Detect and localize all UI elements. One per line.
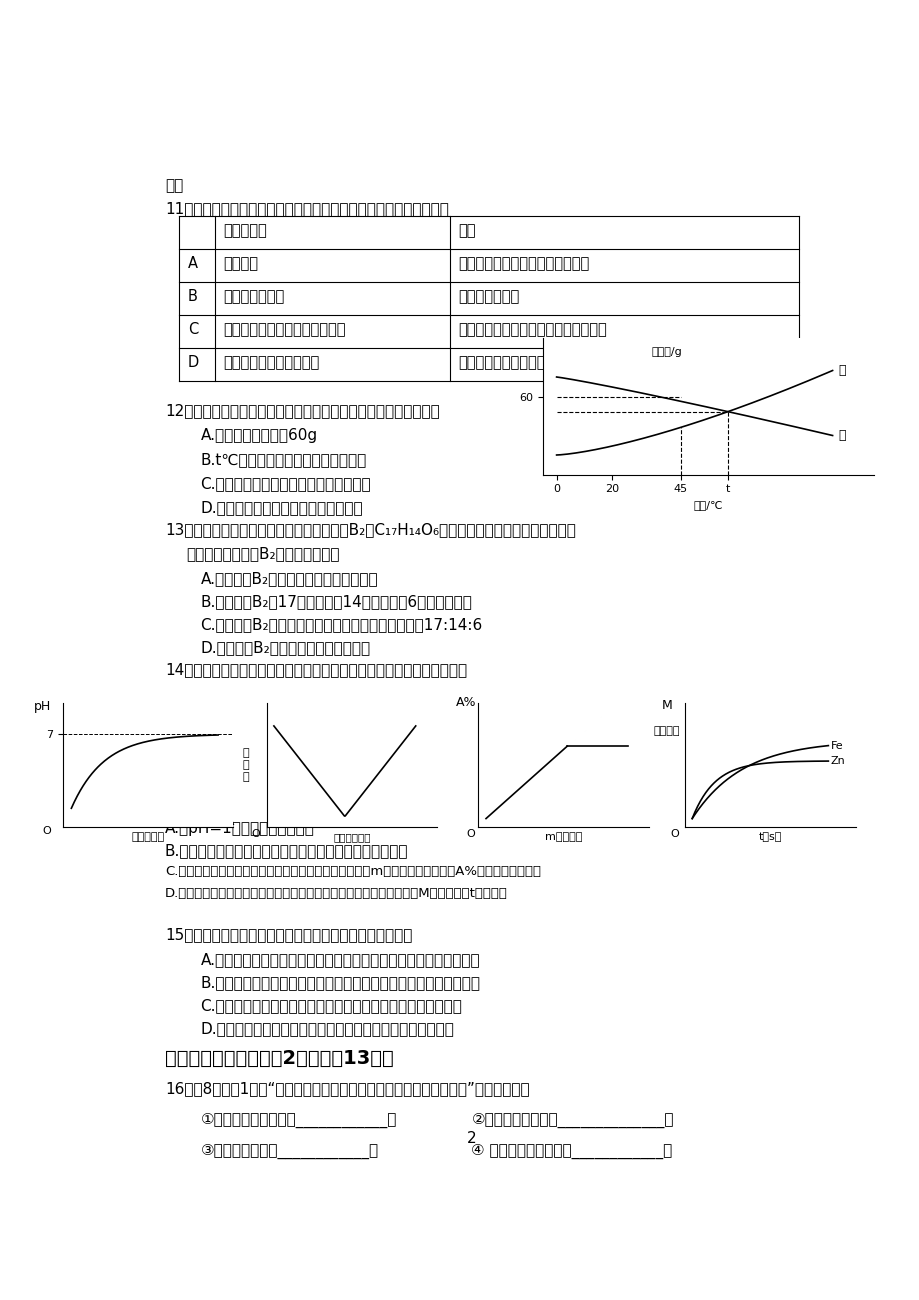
- X-axis label: m（质量）: m（质量）: [544, 832, 582, 842]
- Text: C.黄曲霉素B₂中碳元素、氢元素和氧元素的质量毒是17:14:6: C.黄曲霉素B₂中碳元素、氢元素和氧元素的质量毒是17:14:6: [200, 618, 482, 633]
- Text: 现象或事实: 现象或事实: [223, 224, 267, 238]
- Text: 甲: 甲: [837, 364, 845, 377]
- Text: D.足量的的锡、铁与等质量、等质量分数稀硫酸反应，产生氢气的质量M与反应时间t的关系图: D.足量的的锡、铁与等质量、等质量分数稀硫酸反应，产生氢气的质量M与反应时间t的…: [165, 887, 507, 900]
- Text: A.中和反应有盐和水生成，因此有盐和水生成的反应一定是中和反应: A.中和反应有盐和水生成，因此有盐和水生成的反应一定是中和反应: [200, 952, 480, 967]
- Text: C: C: [546, 812, 556, 828]
- Text: ③常用作磷肖的是____________；: ③常用作磷肖的是____________；: [200, 1144, 379, 1160]
- Text: B: B: [187, 289, 198, 304]
- Text: 2: 2: [466, 1131, 476, 1147]
- Text: （质量）: （质量）: [652, 727, 679, 736]
- Text: B.黄曲霉素B₂化17个碳原子、14个氢原子和6个氧原子构成: B.黄曲霉素B₂化17个碳原子、14个氢原子和6个氧原子构成: [200, 594, 472, 610]
- Text: 导
电
性: 导 电 性: [243, 749, 249, 781]
- Text: C.某温度下，向一定量的水中持续加入食盐并不断摔拌（m：加入食盐的质量，A%：溶质质量分数）: C.某温度下，向一定量的水中持续加入食盐并不断摔拌（m：加入食盐的质量，A%：溶…: [165, 864, 540, 878]
- Text: D.乙物质的溶解度随温度的升高而增大: D.乙物质的溶解度随温度的升高而增大: [200, 500, 363, 515]
- Text: ②常用的建筑材料是______________；: ②常用的建筑材料是______________；: [471, 1113, 674, 1128]
- Text: 14、下列四个图像分别表示对应的四种操作过程，其中表示正确的图像是: 14、下列四个图像分别表示对应的四种操作过程，其中表示正确的图像是: [165, 663, 467, 677]
- Text: O: O: [42, 827, 51, 836]
- Text: Zn: Zn: [830, 757, 845, 766]
- Text: 溶解度/g: 溶解度/g: [651, 347, 682, 358]
- Text: O: O: [251, 828, 260, 838]
- Text: 氧气可供人呼吸，一氧化碳有毒: 氧气可供人呼吸，一氧化碳有毒: [223, 322, 346, 337]
- Text: A.黄曲霉素B₂是由碳、氢、氧元素组成的: A.黄曲霉素B₂是由碳、氢、氧元素组成的: [200, 572, 378, 586]
- Text: 二、填空题（本题包括2小题，共13分）: 二、填空题（本题包括2小题，共13分）: [165, 1049, 393, 1067]
- Text: 下列关于黄曲霉素B₂的说法正确的是: 下列关于黄曲霉素B₂的说法正确的是: [186, 546, 339, 562]
- Text: 乙: 乙: [837, 429, 845, 442]
- Text: Fe: Fe: [830, 741, 843, 750]
- Text: M: M: [661, 699, 672, 712]
- Text: 构成物质的分子不同，物质的性质不同: 构成物质的分子不同，物质的性质不同: [459, 322, 607, 337]
- Text: 原子或分子大小随温度改变而改变: 原子或分子大小随温度改变而改变: [459, 256, 589, 272]
- X-axis label: t（s）: t（s）: [758, 832, 781, 842]
- Text: D: D: [187, 355, 199, 370]
- Text: 13、地沟油中含有一种强烈致癌物黄曲霉素B₂（C₁₇H₁₄O₆），长期食用会引起消化道癌变。: 13、地沟油中含有一种强烈致癌物黄曲霉素B₂（C₁₇H₁₄O₆），长期食用会引起…: [165, 523, 575, 537]
- Text: D.黄曲霉素B₂中氧元素的质量分数最大: D.黄曲霉素B₂中氧元素的质量分数最大: [200, 641, 370, 655]
- Text: D: D: [706, 812, 717, 828]
- Text: 在化学变化中分子可以再分: 在化学变化中分子可以再分: [459, 355, 563, 370]
- Text: B.t℃时，甲、乙两物质的溶解度相等: B.t℃时，甲、乙两物质的溶解度相等: [200, 452, 367, 467]
- Text: A: A: [187, 256, 198, 272]
- Text: 分子不断地运动: 分子不断地运动: [459, 289, 519, 304]
- Text: 解释: 解释: [459, 224, 476, 238]
- Text: D.氧化物中含有氧元素，而含氧元素的化合物不一定是氧化物: D.氧化物中含有氧元素，而含氧元素的化合物不一定是氧化物: [200, 1020, 454, 1036]
- Text: C.碱性溶液能使无色酚酮变红，因此能使酚酮变红的一定就是碱: C.碱性溶液能使无色酚酮变红，因此能使酚酮变红的一定就是碱: [200, 998, 462, 1013]
- Text: C: C: [187, 322, 198, 337]
- Text: 12、右图是甲、乙两种固体物质的溶解度曲线。下列说法正确的是: 12、右图是甲、乙两种固体物质的溶解度曲线。下列说法正确的是: [165, 403, 439, 419]
- Text: B.在稀硫酸中加入氢氧化钓溶液，溶液的导电性变化的情况: B.在稀硫酸中加入氢氧化钓溶液，溶液的导电性变化的情况: [165, 842, 408, 858]
- Text: ④ 可配置生理盐水的是____________；: ④ 可配置生理盐水的是____________；: [471, 1144, 672, 1160]
- Text: 酒香不怕巷子深: 酒香不怕巷子深: [223, 289, 284, 304]
- Text: A: A: [224, 812, 234, 828]
- Text: 16、（8分）（1）在“氢氧化钓、小苏打、大理石、过磷酸钓、氯化钓”的物质填空：: 16、（8分）（1）在“氢氧化钓、小苏打、大理石、过磷酸钓、氯化钓”的物质填空：: [165, 1080, 529, 1096]
- Y-axis label: A%: A%: [456, 697, 476, 710]
- Text: A.甲物质的溶解度为60g: A.甲物质的溶解度为60g: [200, 428, 317, 443]
- Text: O: O: [669, 828, 678, 838]
- Text: A.向pH=1的酸溶液中不断加水: A.向pH=1的酸溶液中不断加水: [165, 820, 314, 836]
- X-axis label: 所加钓的质量: 所加钓的质量: [333, 832, 370, 842]
- Text: 水通电后生成氢气和氧气: 水通电后生成氢气和氧气: [223, 355, 319, 370]
- Text: 15、推理是化学学习中常用的思维方法。下列推理正确的是: 15、推理是化学学习中常用的思维方法。下列推理正确的是: [165, 927, 412, 941]
- Text: 热胀冷缩: 热胀冷缩: [223, 256, 258, 272]
- Text: 11、下列现象或事实，用微粒的相关知识加以解释，其中不正确的是: 11、下列现象或事实，用微粒的相关知识加以解释，其中不正确的是: [165, 202, 448, 216]
- Text: 气）: 气）: [165, 178, 183, 192]
- Y-axis label: pH: pH: [33, 701, 51, 714]
- Text: ①发酵粉成分之一的是____________；: ①发酵粉成分之一的是____________；: [200, 1113, 396, 1128]
- Text: B: B: [382, 812, 392, 828]
- X-axis label: 加水的体积: 加水的体积: [130, 832, 165, 842]
- X-axis label: 温度/℃: 温度/℃: [693, 499, 722, 510]
- Text: B.置换反应一定有单质生成，所以有单质生成的反应一定是置换反应: B.置换反应一定有单质生成，所以有单质生成的反应一定是置换反应: [200, 975, 480, 989]
- Text: O: O: [466, 828, 475, 838]
- Text: C.升高温度可使不饱和的甲溶液变为饱和: C.升高温度可使不饱和的甲溶液变为饱和: [200, 476, 370, 491]
